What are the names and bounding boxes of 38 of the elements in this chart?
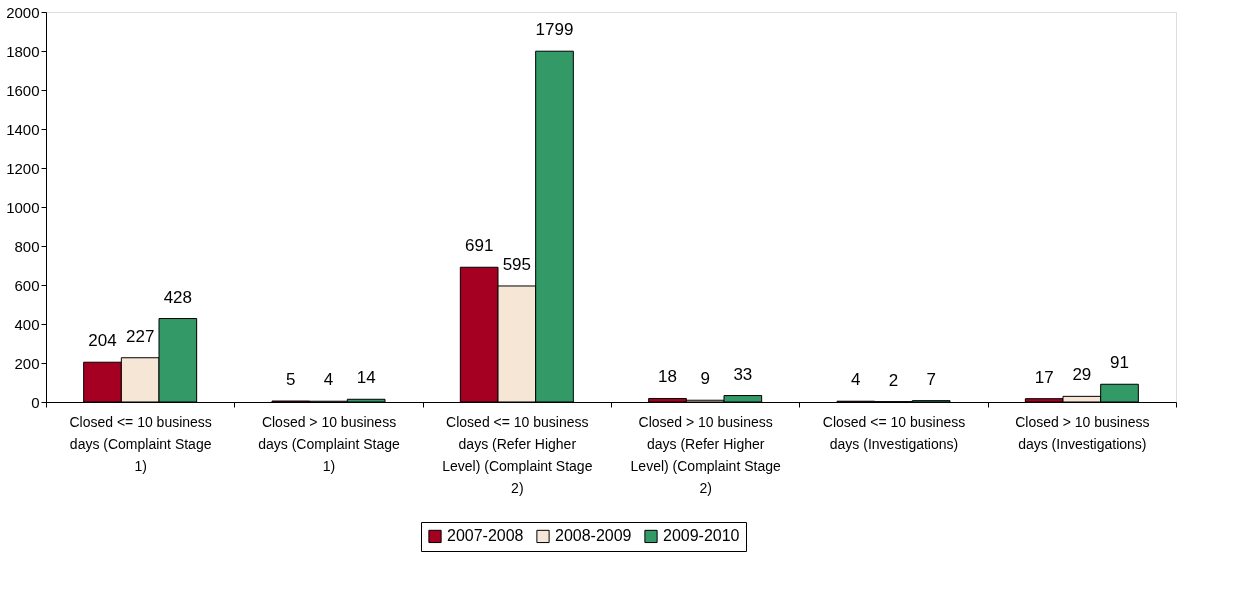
data-label: 204	[88, 331, 117, 351]
y-tick-label: 1800	[6, 42, 40, 60]
legend-label: 2007-2008	[447, 527, 524, 545]
data-label: 691	[464, 236, 494, 256]
data-label: 595	[502, 254, 532, 274]
y-tick-label: 400	[14, 315, 40, 333]
legend-label: 2009-2010	[663, 527, 740, 545]
data-label: 9	[700, 369, 710, 389]
data-label: 7	[926, 369, 936, 389]
data-label: 91	[1110, 353, 1129, 373]
data-label: 4	[323, 370, 334, 390]
y-tick-label: 1400	[6, 120, 40, 138]
y-tick-label: 800	[14, 237, 40, 255]
y-tick-label: 1600	[6, 81, 40, 99]
data-label: 5	[286, 370, 296, 390]
data-label: 18	[658, 367, 677, 387]
x-tick-label: Closed <= 10 business days (Complaint Stage 1)	[69, 413, 212, 474]
y-tick-label: 1200	[6, 159, 40, 177]
data-label: 14	[356, 368, 376, 388]
data-label: 29	[1072, 365, 1092, 385]
data-label: 33	[733, 364, 753, 384]
data-label: 17	[1034, 367, 1054, 387]
legend-label: 2008-2009	[555, 527, 632, 545]
data-label: 2	[888, 370, 899, 390]
data-label: 227	[125, 326, 155, 346]
x-tick-label: Closed > 10 business days (Refer Higher Level) (Complaint Stage 2)	[630, 413, 781, 496]
data-label: 1799	[535, 20, 574, 40]
x-tick-label: Closed > 10 business days (Complaint Stage 1)	[258, 413, 401, 474]
y-tick-label: 1000	[6, 198, 40, 216]
y-tick-label: 600	[14, 276, 40, 294]
x-tick-label: Closed <= 10 business days (Investigations)	[822, 413, 966, 452]
y-tick-label: 2000	[6, 3, 40, 21]
x-tick-label: Closed > 10 business days (Investigations)	[1015, 413, 1150, 452]
y-tick-label: 0	[31, 393, 40, 411]
y-tick-label: 200	[14, 354, 40, 372]
x-tick-label: Closed <= 10 business days (Refer Higher Level) (Complaint Stage 2)	[442, 413, 593, 496]
data-label: 4	[851, 370, 861, 390]
data-label: 428	[163, 287, 193, 307]
